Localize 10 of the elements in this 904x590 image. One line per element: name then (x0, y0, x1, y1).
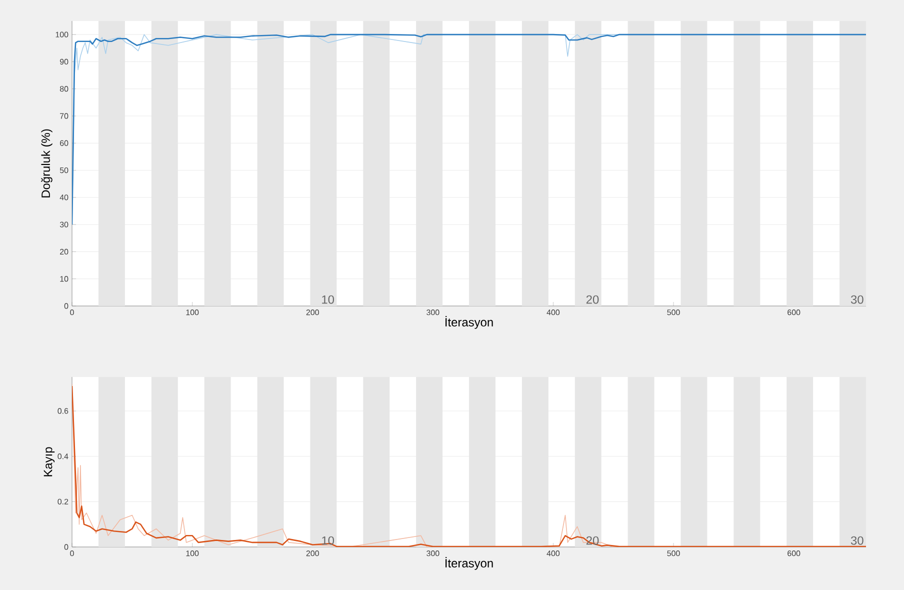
annotation: 20 (586, 536, 599, 545)
annotation: 10 (322, 295, 334, 304)
x-axis-title: İterasyon (446, 557, 493, 570)
y-axis-title: Kayıp (44, 447, 55, 476)
x-axis-title: İterasyon (446, 316, 493, 329)
y-axis-title: Doğruluk (%) (41, 129, 52, 198)
annotation: 30 (850, 295, 864, 304)
annotation: 10 (322, 536, 334, 545)
annotation: 20 (586, 295, 599, 304)
annotation: 30 (850, 536, 864, 545)
